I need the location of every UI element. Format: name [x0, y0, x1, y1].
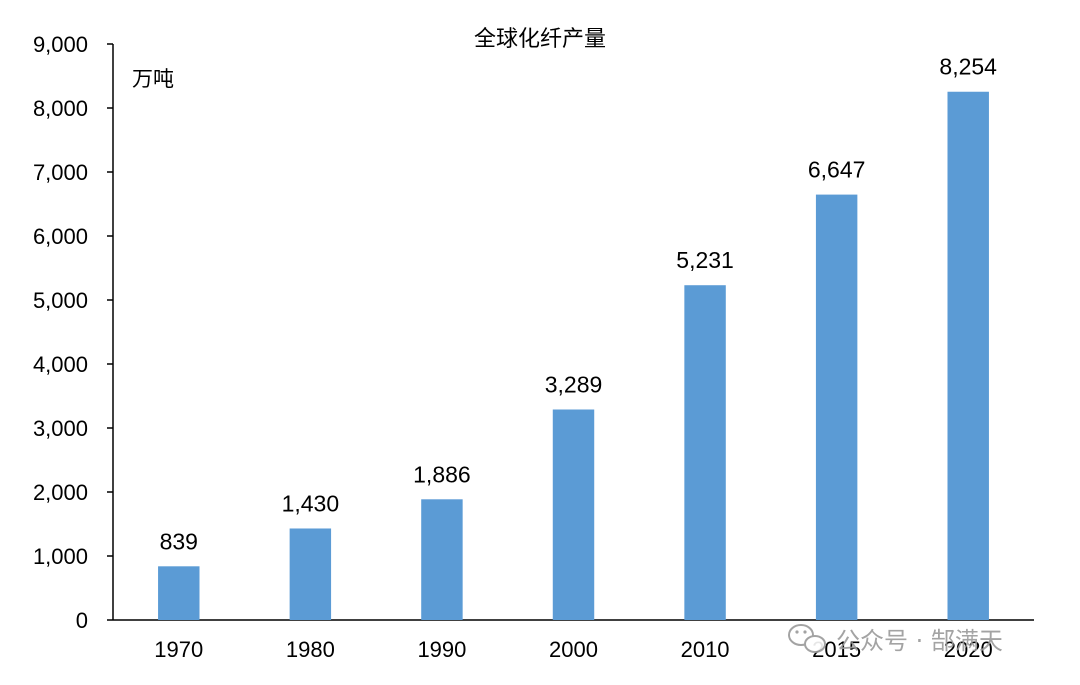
bar-2000	[552, 409, 595, 620]
data-label-2020: 8,254	[939, 54, 997, 80]
bar-2015	[815, 194, 858, 621]
y-tick-label: 4,000	[33, 352, 88, 377]
bars-group	[158, 91, 989, 621]
x-tick-label-1990: 1990	[417, 637, 466, 662]
wechat-icon	[788, 624, 826, 653]
bar-1990	[421, 499, 463, 620]
watermark: 公众号 · 郜满天	[788, 624, 1003, 655]
bar-1980	[289, 528, 332, 620]
y-tick-label: 6,000	[33, 224, 88, 249]
data-labels-group: 839 1,430 1,886 3,289 5,231 6,647 8,254	[160, 54, 998, 555]
y-tick-label: 9,000	[33, 32, 88, 57]
x-tick-label-1970: 1970	[154, 637, 203, 662]
data-label-1970: 839	[160, 528, 198, 554]
chart-title: 全球化纤产量	[474, 27, 606, 52]
x-tick-label-2010: 2010	[681, 637, 730, 662]
data-label-2015: 6,647	[808, 157, 866, 183]
x-tick-label-1980: 1980	[286, 637, 335, 662]
x-tick-label-2020: 2020	[944, 637, 993, 662]
bar-2010	[684, 285, 726, 620]
x-tick-label-2000: 2000	[549, 637, 598, 662]
watermark-text: 公众号 · 郜满天	[836, 627, 1003, 655]
data-label-2000: 3,289	[545, 372, 603, 398]
data-label-1990: 1,886	[413, 461, 471, 487]
y-tick-label: 5,000	[33, 288, 88, 313]
data-label-1980: 1,430	[282, 490, 340, 516]
y-tick-label: 0	[76, 608, 88, 633]
y-tick-label: 2,000	[33, 480, 88, 505]
y-tick-label: 7,000	[33, 160, 88, 185]
y-axis-unit-label: 万吨	[132, 67, 174, 91]
bar-2020	[947, 91, 989, 620]
y-tick-label: 3,000	[33, 416, 88, 441]
y-axis-ticks: 0 1,000 2,000 3,000 4,000 5,000 6,000 7,000 8,00…	[33, 32, 113, 633]
y-tick-label: 8,000	[33, 96, 88, 121]
y-tick-label: 1,000	[33, 544, 88, 569]
x-axis-ticks: 1970 1980 1990 2000 2010 2015 2020	[154, 637, 992, 662]
data-label-2010: 5,231	[676, 247, 734, 273]
bar-1970	[158, 566, 200, 620]
